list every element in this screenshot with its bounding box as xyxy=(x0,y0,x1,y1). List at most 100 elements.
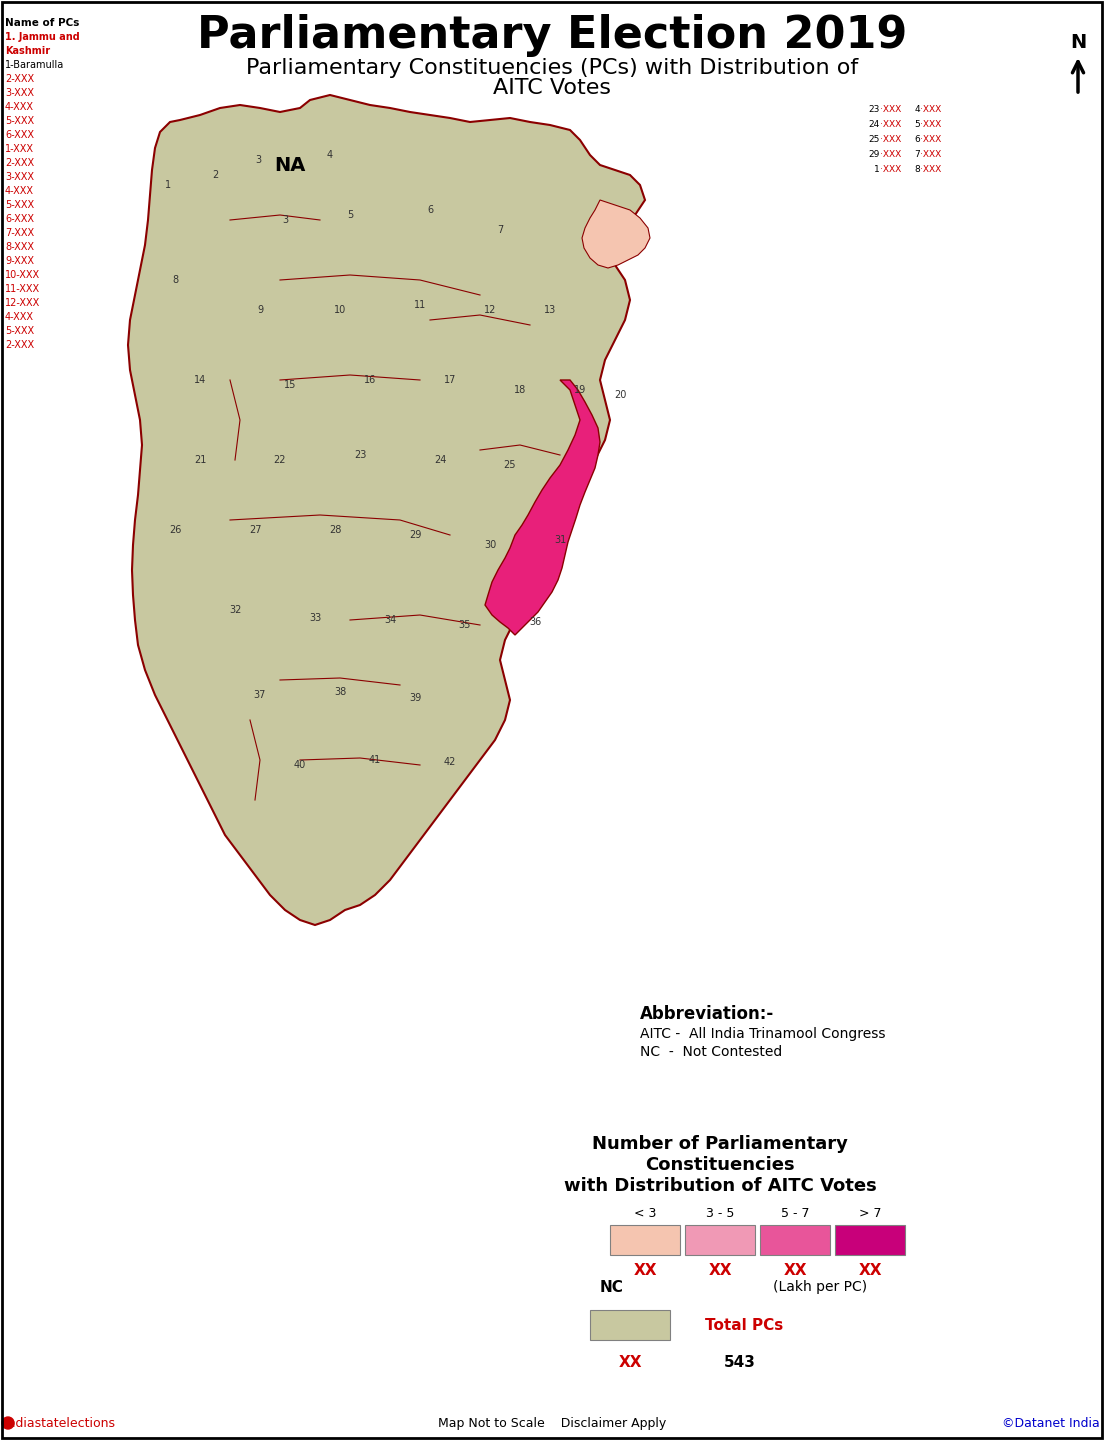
Circle shape xyxy=(2,1417,14,1428)
Text: 5: 5 xyxy=(914,120,920,130)
Text: 22: 22 xyxy=(274,455,286,465)
Text: 4-XXX: 4-XXX xyxy=(6,102,34,112)
Text: 36: 36 xyxy=(529,616,541,626)
Text: 11-XXX: 11-XXX xyxy=(6,284,40,294)
Text: ·XXX: ·XXX xyxy=(920,150,942,158)
Text: 7: 7 xyxy=(914,150,920,158)
Text: < 3: < 3 xyxy=(634,1207,656,1220)
Text: Parliamentary Constituencies (PCs) with Distribution of: Parliamentary Constituencies (PCs) with … xyxy=(246,58,858,78)
Text: 4-XXX: 4-XXX xyxy=(6,312,34,323)
Text: (Lakh per PC): (Lakh per PC) xyxy=(773,1280,867,1295)
Text: 8: 8 xyxy=(914,166,920,174)
Text: 14: 14 xyxy=(194,374,206,384)
Text: ·XXX: ·XXX xyxy=(920,135,942,144)
Text: 42: 42 xyxy=(444,757,456,768)
Text: 5-XXX: 5-XXX xyxy=(6,117,34,127)
Text: 5 - 7: 5 - 7 xyxy=(781,1207,809,1220)
Text: 13: 13 xyxy=(544,305,556,315)
Text: > 7: > 7 xyxy=(859,1207,881,1220)
Text: N: N xyxy=(1070,33,1086,52)
Text: 41: 41 xyxy=(369,755,381,765)
Text: 6-XXX: 6-XXX xyxy=(6,215,34,225)
Bar xyxy=(590,1310,670,1341)
Text: 24: 24 xyxy=(434,455,446,465)
Text: 6: 6 xyxy=(427,204,433,215)
Text: 1: 1 xyxy=(164,180,171,190)
Text: XX: XX xyxy=(618,1355,641,1369)
Bar xyxy=(684,1225,755,1256)
Text: XX: XX xyxy=(858,1263,882,1279)
Text: 543: 543 xyxy=(724,1355,756,1369)
Text: NA: NA xyxy=(274,156,306,174)
Text: Map Not to Scale    Disclaimer Apply: Map Not to Scale Disclaimer Apply xyxy=(438,1417,666,1430)
Text: 25: 25 xyxy=(869,135,880,144)
Text: 1-Baramulla: 1-Baramulla xyxy=(6,60,64,71)
Text: ·XXX: ·XXX xyxy=(880,166,901,174)
Text: XX: XX xyxy=(783,1263,807,1279)
Text: 4: 4 xyxy=(914,105,920,114)
Text: ·XXX: ·XXX xyxy=(880,150,901,158)
Text: ©Datanet India: ©Datanet India xyxy=(1002,1417,1100,1430)
Text: 25: 25 xyxy=(503,459,517,469)
Text: 4-XXX: 4-XXX xyxy=(6,186,34,196)
Text: ·XXX: ·XXX xyxy=(920,120,942,130)
Text: 4: 4 xyxy=(327,150,333,160)
Text: 16: 16 xyxy=(364,374,376,384)
Text: 15: 15 xyxy=(284,380,296,390)
Text: Total PCs: Total PCs xyxy=(705,1318,783,1332)
Bar xyxy=(835,1225,905,1256)
Text: 32: 32 xyxy=(229,605,241,615)
Text: 34: 34 xyxy=(384,615,396,625)
Text: NC: NC xyxy=(601,1280,624,1295)
Text: 23: 23 xyxy=(353,451,367,459)
Text: AITC Votes: AITC Votes xyxy=(493,78,611,98)
Text: 10: 10 xyxy=(333,305,347,315)
Text: 7: 7 xyxy=(497,225,503,235)
Text: 38: 38 xyxy=(333,687,347,697)
Text: XX: XX xyxy=(634,1263,657,1279)
Text: 29: 29 xyxy=(408,530,422,540)
Text: 10-XXX: 10-XXX xyxy=(6,271,40,279)
Text: 6-XXX: 6-XXX xyxy=(6,130,34,140)
Text: 37: 37 xyxy=(254,690,266,700)
Text: 6: 6 xyxy=(914,135,920,144)
Text: 11: 11 xyxy=(414,300,426,310)
Text: 2-XXX: 2-XXX xyxy=(6,340,34,350)
Text: 12-XXX: 12-XXX xyxy=(6,298,40,308)
Text: 5-XXX: 5-XXX xyxy=(6,200,34,210)
Bar xyxy=(611,1225,680,1256)
Text: 1: 1 xyxy=(874,166,880,174)
Polygon shape xyxy=(582,200,650,268)
Text: 1. Jammu and: 1. Jammu and xyxy=(6,32,79,42)
Text: 3: 3 xyxy=(255,156,261,166)
Text: 35: 35 xyxy=(459,621,471,631)
Text: 20: 20 xyxy=(614,390,626,400)
Text: 2: 2 xyxy=(212,170,219,180)
Text: Kashmir: Kashmir xyxy=(6,46,50,56)
Text: 1-XXX: 1-XXX xyxy=(6,144,34,154)
Text: NC  -  Not Contested: NC - Not Contested xyxy=(640,1045,783,1058)
Text: Number of Parliamentary
Constituencies
with Distribution of AITC Votes: Number of Parliamentary Constituencies w… xyxy=(564,1135,877,1195)
Text: 8-XXX: 8-XXX xyxy=(6,242,34,252)
Text: 24: 24 xyxy=(869,120,880,130)
Text: 8: 8 xyxy=(172,275,178,285)
Text: 17: 17 xyxy=(444,374,456,384)
Text: 28: 28 xyxy=(329,526,341,536)
Text: AITC -  All India Trinamool Congress: AITC - All India Trinamool Congress xyxy=(640,1027,885,1041)
Text: XX: XX xyxy=(709,1263,732,1279)
Text: 2-XXX: 2-XXX xyxy=(6,73,34,84)
Text: 18: 18 xyxy=(513,384,527,395)
Text: 29: 29 xyxy=(869,150,880,158)
Text: 12: 12 xyxy=(484,305,496,315)
Text: ·XXX: ·XXX xyxy=(880,135,901,144)
Text: ·XXX: ·XXX xyxy=(880,120,901,130)
Text: 27: 27 xyxy=(248,526,262,536)
Text: 3-XXX: 3-XXX xyxy=(6,171,34,181)
Text: Parliamentary Election 2019: Parliamentary Election 2019 xyxy=(197,13,907,56)
Text: 2-XXX: 2-XXX xyxy=(6,158,34,168)
Text: 5: 5 xyxy=(347,210,353,220)
Text: 5-XXX: 5-XXX xyxy=(6,325,34,336)
Text: 21: 21 xyxy=(194,455,206,465)
Bar xyxy=(760,1225,830,1256)
Text: 9: 9 xyxy=(257,305,263,315)
